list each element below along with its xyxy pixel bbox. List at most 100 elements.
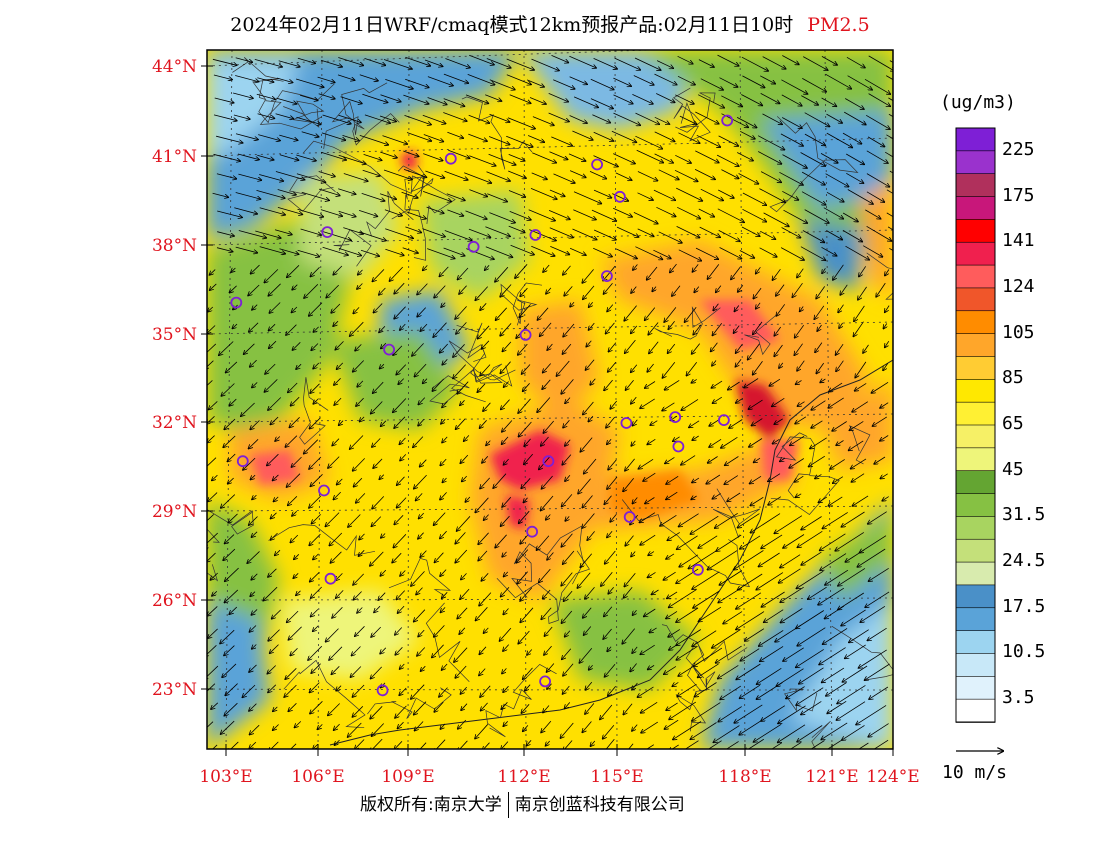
wind-arrow bbox=[330, 551, 342, 563]
wind-arrow bbox=[482, 340, 490, 349]
wind-arrow bbox=[678, 132, 699, 143]
wind-arrow bbox=[833, 264, 844, 280]
wind-arrow bbox=[783, 534, 805, 549]
wind-arrow bbox=[716, 285, 722, 293]
wind-arrow bbox=[465, 94, 488, 104]
wind-arrow bbox=[844, 111, 866, 125]
wind-arrow bbox=[569, 170, 586, 178]
wind-arrow bbox=[311, 609, 319, 616]
wind-arrow bbox=[548, 93, 569, 101]
wind-arrow bbox=[276, 77, 293, 83]
wind-arrow bbox=[816, 362, 825, 373]
wind-arrow bbox=[353, 591, 362, 600]
wind-arrow bbox=[223, 435, 236, 447]
wind-arrow bbox=[291, 456, 302, 467]
wind-arrow bbox=[212, 591, 218, 596]
wind-arrow bbox=[311, 586, 322, 598]
wind-arrow bbox=[757, 135, 784, 150]
wind-arrow bbox=[440, 492, 447, 499]
wind-arrow bbox=[698, 535, 718, 548]
wind-arrow bbox=[301, 131, 319, 137]
wind-arrow bbox=[603, 265, 616, 281]
wind-arrow bbox=[227, 453, 236, 461]
wind-arrow bbox=[797, 268, 804, 278]
wind-arrow bbox=[350, 321, 364, 336]
wind-arrow bbox=[676, 645, 698, 660]
wind-arrow bbox=[229, 285, 237, 293]
wind-arrow bbox=[208, 492, 218, 502]
wind-arrow bbox=[632, 646, 638, 653]
wind-arrow bbox=[208, 628, 218, 638]
wind-arrow bbox=[782, 117, 802, 129]
wind-arrow bbox=[796, 649, 824, 667]
wind-arrow bbox=[669, 589, 697, 607]
wind-arrow bbox=[757, 667, 782, 684]
lat-label: 23°N bbox=[152, 680, 197, 700]
city-marker bbox=[196, 621, 206, 631]
lon-label: 103°E bbox=[199, 767, 252, 787]
wind-arrow bbox=[695, 682, 717, 697]
wind-arrow bbox=[822, 512, 848, 528]
wind-arrow bbox=[647, 266, 658, 280]
wind-arrow bbox=[686, 362, 698, 375]
wind-arrow bbox=[523, 497, 527, 503]
wind-arrow bbox=[677, 75, 695, 84]
wind-arrow bbox=[455, 532, 466, 543]
wind-arrow bbox=[210, 283, 217, 290]
wind-arrow bbox=[883, 363, 889, 370]
wind-arrow bbox=[372, 269, 385, 281]
wind-arrow bbox=[395, 647, 403, 655]
wind-arrow bbox=[818, 587, 845, 605]
legend-swatch bbox=[955, 561, 996, 586]
wind-arrow bbox=[631, 396, 637, 404]
wind-arrow bbox=[728, 381, 740, 390]
wind-arrow bbox=[399, 687, 407, 695]
wind-arrow bbox=[795, 324, 805, 338]
wind-arrow bbox=[608, 586, 615, 594]
wind-arrow bbox=[520, 287, 528, 296]
wind-arrow bbox=[357, 380, 364, 387]
wind-arrow bbox=[781, 608, 803, 623]
wind-arrow bbox=[672, 285, 681, 296]
wind-arrow bbox=[263, 586, 278, 601]
legend-swatch bbox=[955, 379, 996, 403]
wind-arrow bbox=[676, 568, 699, 583]
wind-arrow bbox=[565, 516, 569, 521]
wind-arrow bbox=[636, 149, 664, 162]
wind-arrow bbox=[291, 396, 300, 406]
legend-unit: (ug/m3) bbox=[940, 92, 1016, 113]
wind-arrow bbox=[336, 685, 342, 691]
wind-arrow bbox=[786, 686, 805, 699]
wind-arrow bbox=[852, 401, 869, 412]
wind-arrow bbox=[485, 94, 501, 101]
wind-arrow bbox=[888, 97, 893, 102]
wind-arrow bbox=[271, 512, 277, 519]
wind-arrow bbox=[758, 151, 781, 164]
wind-arrow bbox=[589, 664, 593, 670]
wind-arrow bbox=[225, 683, 238, 696]
wind-arrow bbox=[235, 246, 258, 253]
wind-arrow bbox=[468, 228, 491, 237]
wind-arrow bbox=[355, 626, 365, 636]
wind-arrow bbox=[637, 686, 654, 697]
wind-arrow bbox=[541, 495, 554, 511]
wind-arrow bbox=[742, 192, 766, 205]
wind-arrow bbox=[729, 419, 743, 429]
wind-arrow bbox=[417, 307, 426, 317]
wind-arrow bbox=[734, 305, 740, 312]
wind-arrow bbox=[272, 609, 281, 619]
wind-arrow bbox=[518, 398, 531, 413]
wind-arrow bbox=[461, 573, 467, 579]
wind-arrow bbox=[520, 587, 533, 601]
wind-arrow bbox=[607, 438, 612, 444]
wind-arrow bbox=[394, 416, 406, 428]
wind-arrow bbox=[779, 171, 803, 185]
wind-arrow bbox=[829, 382, 843, 392]
wind-arrow bbox=[740, 648, 760, 661]
wind-arrow bbox=[411, 571, 425, 586]
wind-arrow bbox=[546, 287, 552, 294]
wind-arrow bbox=[488, 153, 516, 165]
wind-arrow bbox=[516, 549, 529, 563]
wind-arrow bbox=[455, 306, 467, 319]
wind-arrow bbox=[715, 512, 738, 528]
